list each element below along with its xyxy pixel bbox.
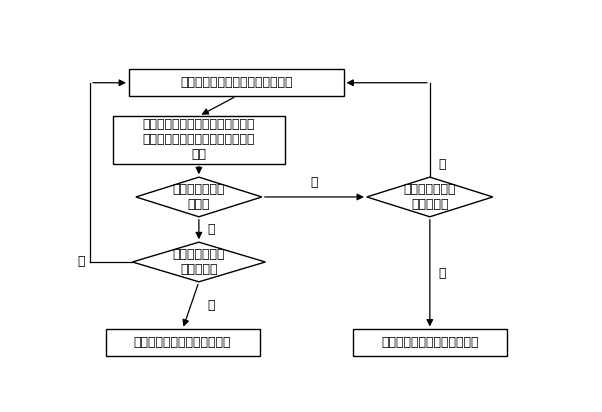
- Text: 否: 否: [77, 255, 84, 269]
- Text: 是: 是: [438, 267, 445, 280]
- Text: 通过驱动模块点亮触摸显示屏: 通过驱动模块点亮触摸显示屏: [134, 336, 231, 349]
- Text: 是: 是: [207, 223, 215, 236]
- Text: 需要操作触摸显
示屏？: 需要操作触摸显 示屏？: [173, 183, 225, 211]
- Text: 依据获取的接近信息，对用户的接
近行为进行建模，绘制成空间接近
模型: 依据获取的接近信息，对用户的接 近行为进行建模，绘制成空间接近 模型: [143, 118, 255, 162]
- Polygon shape: [367, 177, 493, 217]
- Text: 触摸显示屏处于
点亮状态？: 触摸显示屏处于 点亮状态？: [403, 183, 456, 211]
- Text: 是: 是: [207, 299, 215, 312]
- Text: 否: 否: [311, 176, 318, 189]
- FancyBboxPatch shape: [353, 330, 507, 356]
- FancyBboxPatch shape: [129, 69, 344, 96]
- FancyBboxPatch shape: [105, 330, 259, 356]
- Text: 通过检测模块获取用户的接近信息: 通过检测模块获取用户的接近信息: [180, 76, 293, 89]
- Polygon shape: [136, 177, 262, 217]
- Text: 否: 否: [438, 159, 445, 171]
- FancyBboxPatch shape: [113, 116, 285, 164]
- Polygon shape: [132, 242, 265, 282]
- Text: 触摸显示屏处于
息屏状态？: 触摸显示屏处于 息屏状态？: [173, 248, 225, 276]
- Text: 通过驱动模块关闭触摸显示屏: 通过驱动模块关闭触摸显示屏: [381, 336, 479, 349]
